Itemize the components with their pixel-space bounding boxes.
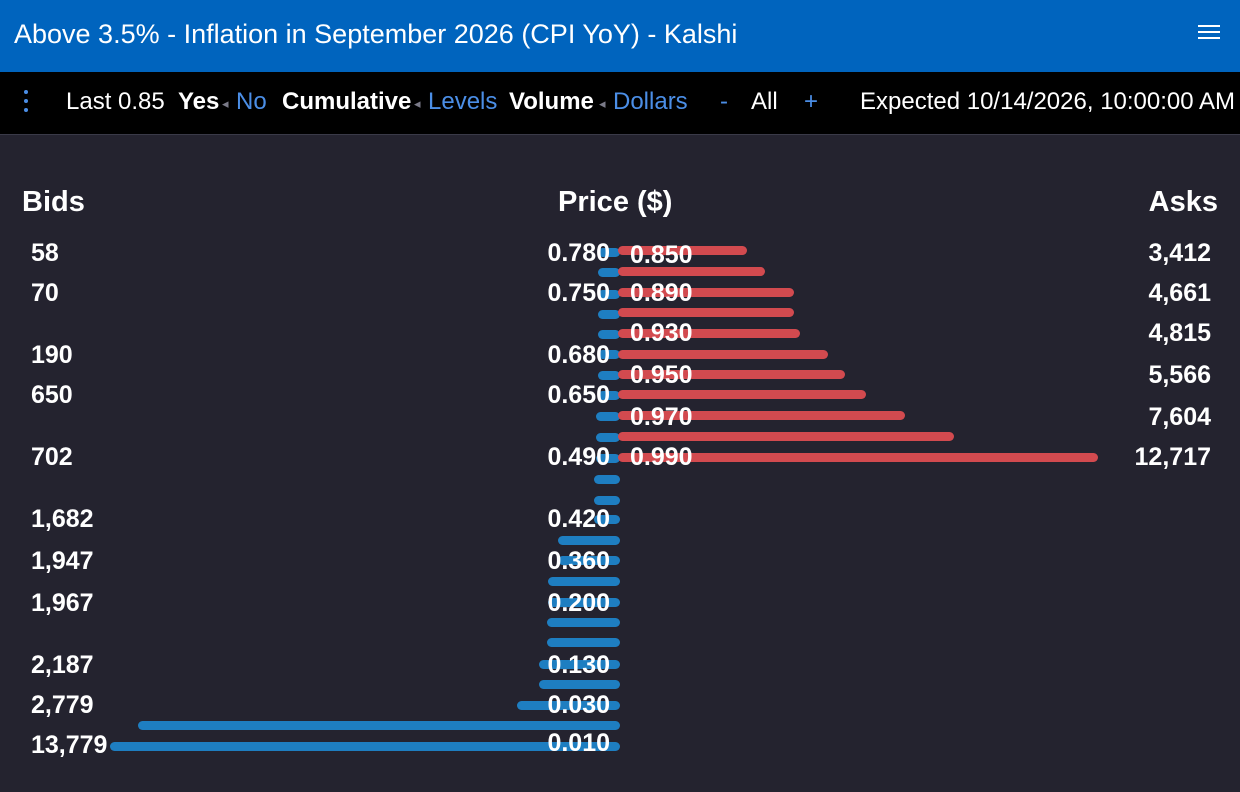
bid-depth-bar <box>598 371 620 380</box>
bid-size: 70 <box>31 279 59 307</box>
mode-cumulative-toggle[interactable]: Cumulative <box>282 88 412 115</box>
title-bar: Above 3.5% - Inflation in September 2026… <box>0 0 1240 72</box>
bid-price[interactable]: 0.360 <box>547 547 610 575</box>
bid-size: 702 <box>31 443 73 471</box>
bid-depth-bar <box>594 515 620 524</box>
ask-size: 4,661 <box>1148 279 1211 307</box>
window-title: Above 3.5% - Inflation in September 2026… <box>14 19 738 49</box>
asks-header: Asks <box>1148 186 1218 218</box>
bid-price[interactable]: 0.750 <box>547 279 610 307</box>
hamburger-menu-icon[interactable] <box>1198 24 1220 42</box>
caret-left-icon: ◂ <box>222 96 229 111</box>
ask-depth-bar <box>618 308 794 317</box>
ask-depth-bar <box>618 390 866 399</box>
bid-size: 190 <box>31 341 73 369</box>
bid-depth-bar <box>596 433 620 442</box>
ask-depth-bar <box>618 246 747 255</box>
zoom-in-button[interactable]: + <box>804 88 819 115</box>
side-no-toggle[interactable]: No <box>236 88 267 115</box>
bid-depth-bar <box>138 721 620 730</box>
bid-depth-bar <box>594 475 620 484</box>
bid-price[interactable]: 0.200 <box>547 589 610 617</box>
ask-depth-bar <box>618 288 794 297</box>
bid-price[interactable]: 0.130 <box>547 651 610 679</box>
bid-size: 1,682 <box>31 505 94 533</box>
ask-price[interactable]: 0.970 <box>630 403 693 431</box>
bid-depth-bar <box>598 290 620 299</box>
bid-price[interactable]: 0.650 <box>547 381 610 409</box>
bid-depth-bar <box>596 412 620 421</box>
bid-depth-bar <box>598 310 620 319</box>
ask-price[interactable]: 0.990 <box>630 443 693 471</box>
bid-depth-bar <box>539 660 620 669</box>
ask-size: 5,566 <box>1148 361 1211 389</box>
bid-size: 2,187 <box>31 651 94 679</box>
ask-depth-bar <box>618 329 800 338</box>
bid-size: 1,967 <box>31 589 94 617</box>
ask-price[interactable]: 0.930 <box>630 319 693 347</box>
bid-price[interactable]: 0.780 <box>547 239 610 267</box>
ask-depth-bar <box>618 411 905 420</box>
bid-depth-bar <box>548 598 620 607</box>
bid-size: 13,779 <box>31 731 108 759</box>
bid-depth-bar <box>594 496 620 505</box>
unit-volume-toggle[interactable]: Volume <box>509 88 594 115</box>
ask-size: 3,412 <box>1148 239 1211 267</box>
bid-size: 58 <box>31 239 59 267</box>
bid-depth-bar <box>598 248 620 257</box>
bid-size: 1,947 <box>31 547 94 575</box>
bid-depth-bar <box>598 268 620 277</box>
caret-left-icon: ◂ <box>599 96 606 111</box>
bid-depth-bar <box>110 742 620 751</box>
bid-depth-bar <box>539 680 620 689</box>
bid-depth-bar <box>598 350 620 359</box>
bid-price[interactable]: 0.680 <box>547 341 610 369</box>
last-price: Last 0.85 <box>66 88 165 115</box>
bid-depth-bar <box>558 556 620 565</box>
ask-depth-bar <box>618 350 828 359</box>
bid-size: 650 <box>31 381 73 409</box>
ask-depth-bar <box>618 370 845 379</box>
toolbar <box>0 72 1240 135</box>
ask-price[interactable]: 0.950 <box>630 361 693 389</box>
ask-size: 4,815 <box>1148 319 1211 347</box>
ask-price[interactable]: 0.890 <box>630 279 693 307</box>
side-yes-toggle[interactable]: Yes <box>178 88 220 115</box>
ask-depth-bar <box>618 432 954 441</box>
bid-depth-bar <box>596 454 620 463</box>
ask-depth-bar <box>618 453 1098 462</box>
bid-depth-bar <box>547 618 620 627</box>
bid-price[interactable]: 0.420 <box>547 505 610 533</box>
price-header: Price ($) <box>558 186 673 218</box>
bid-price[interactable]: 0.030 <box>547 691 610 719</box>
bid-price[interactable]: 0.010 <box>547 729 610 757</box>
bid-depth-bar <box>548 577 620 586</box>
ask-depth-bar <box>618 267 765 276</box>
expected-time: Expected 10/14/2026, 10:00:00 AM <box>860 88 1235 115</box>
zoom-level: All <box>751 88 778 115</box>
ask-size: 12,717 <box>1134 443 1211 471</box>
bid-depth-bar <box>598 391 620 400</box>
mode-levels-toggle[interactable]: Levels <box>428 88 498 115</box>
caret-left-icon: ◂ <box>414 96 421 111</box>
zoom-out-button[interactable]: - <box>720 88 728 115</box>
unit-dollars-toggle[interactable]: Dollars <box>613 88 688 115</box>
bid-depth-bar <box>517 701 620 710</box>
bid-depth-bar <box>598 330 620 339</box>
bid-depth-bar <box>547 638 620 647</box>
bids-header: Bids <box>22 186 85 218</box>
bid-size: 2,779 <box>31 691 94 719</box>
ask-size: 7,604 <box>1148 403 1211 431</box>
ask-price[interactable]: 0.850 <box>630 241 693 269</box>
kebab-menu-icon[interactable] <box>22 90 30 114</box>
bid-depth-bar <box>558 536 620 545</box>
bid-price[interactable]: 0.490 <box>547 443 610 471</box>
